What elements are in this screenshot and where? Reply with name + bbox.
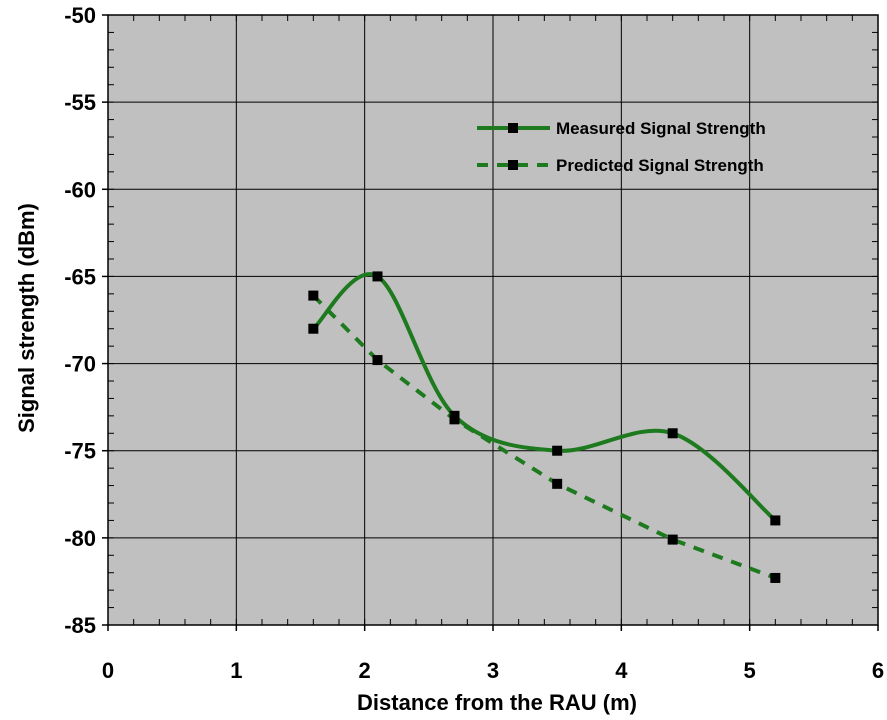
grid-lines <box>108 15 878 625</box>
data-point-predicted <box>372 355 383 366</box>
data-point-predicted <box>667 534 678 545</box>
data-point-measured <box>552 445 563 456</box>
y-tick-label: -85 <box>64 613 96 638</box>
y-tick-label: -80 <box>64 526 96 551</box>
legend-label: Measured Signal Strength <box>556 119 766 138</box>
x-tick-label: 1 <box>230 658 242 683</box>
legend: Measured Signal Strength Predicted Signal… <box>477 119 766 175</box>
legend-marker <box>508 123 518 133</box>
data-point-measured <box>770 515 781 526</box>
x-tick-label: 5 <box>744 658 756 683</box>
y-axis-ticks: -50 -55 -60 -65 -70 -75 -80 -85 <box>64 3 108 638</box>
x-tick-label: 6 <box>872 658 884 683</box>
x-axis-title: Distance from the RAU (m) <box>357 690 637 715</box>
data-point-measured <box>308 323 319 334</box>
series-line-predicted <box>311 294 777 580</box>
legend-marker <box>508 160 518 170</box>
y-tick-label: -65 <box>64 264 96 289</box>
data-point-predicted <box>552 478 563 489</box>
x-tick-label: 0 <box>102 658 114 683</box>
y-tick-label: -75 <box>64 439 96 464</box>
y-axis-title: Signal strength (dBm) <box>14 203 39 433</box>
data-point-predicted <box>449 414 460 425</box>
y-tick-label: -70 <box>64 352 96 377</box>
series-layer <box>308 271 781 583</box>
x-tick-label: 2 <box>359 658 371 683</box>
y-tick-label: -50 <box>64 3 96 28</box>
x-tick-label: 4 <box>615 658 628 683</box>
data-point-measured <box>667 428 678 439</box>
data-point-predicted <box>308 290 319 301</box>
data-point-predicted <box>770 572 781 583</box>
legend-label: Predicted Signal Strength <box>556 156 764 175</box>
x-tick-label: 3 <box>487 658 499 683</box>
data-point-measured <box>372 271 383 282</box>
x-axis-ticks: 0 1 2 3 4 5 6 <box>102 625 884 683</box>
y-tick-label: -60 <box>64 177 96 202</box>
y-tick-label: -55 <box>64 90 96 115</box>
